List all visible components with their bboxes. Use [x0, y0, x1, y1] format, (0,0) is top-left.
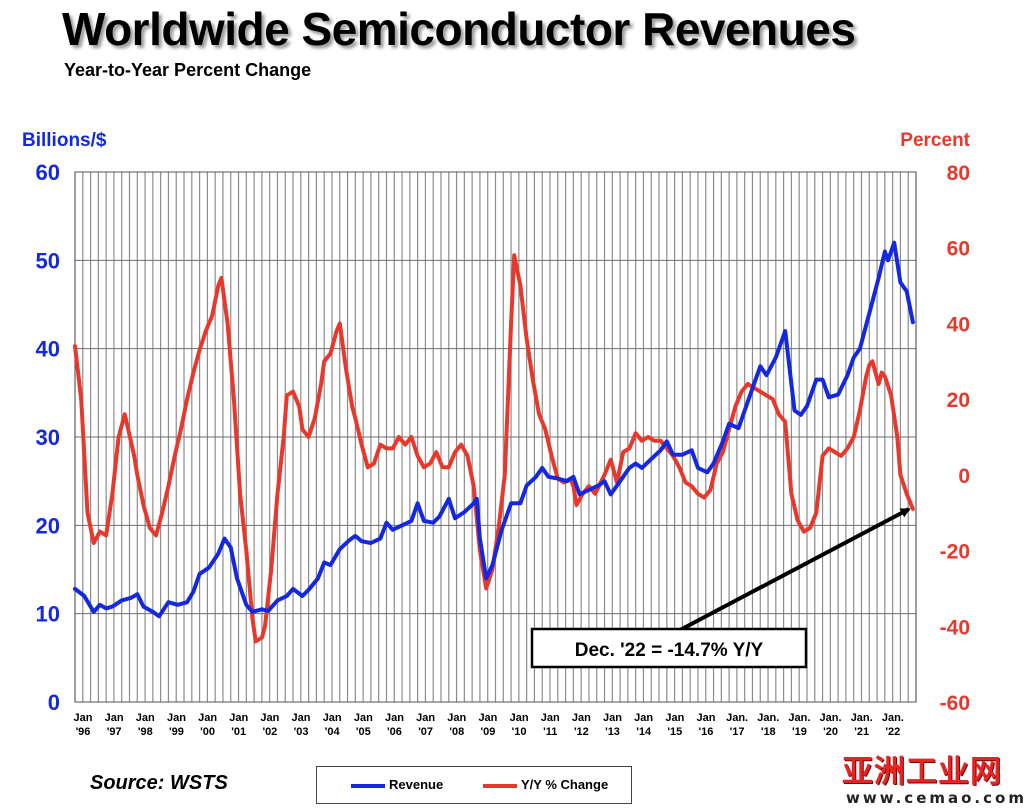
plot-border: [74, 171, 917, 703]
left-axis-title: Billions/$: [22, 130, 107, 151]
x-tick-label-year: '13: [605, 726, 620, 738]
legend: Revenue Y/Y % Change: [316, 766, 632, 804]
chart-title: Worldwide Semiconductor Revenues: [62, 3, 856, 55]
right-tick-label: 80: [947, 162, 970, 185]
x-tick-label: Jan: [634, 712, 653, 724]
x-tick-label: Jan: [198, 712, 217, 724]
right-tick-label: 20: [947, 389, 970, 412]
x-tick-label: Jan: [292, 712, 311, 724]
x-tick-label-year: '21: [854, 726, 869, 738]
x-tick-label: Jan: [478, 712, 497, 724]
legend-item-yoy: Y/Y % Change: [483, 777, 608, 792]
x-tick-label: Jan.: [726, 712, 748, 724]
watermark-line1: 亚洲工业网: [842, 754, 1002, 790]
x-tick-label: Jan.: [851, 712, 873, 724]
axes: Billions/$ Percent6050403020100806040200-…: [22, 130, 971, 738]
series-line-revenue: [73, 240, 915, 619]
grid: [74, 171, 917, 703]
watermark-logo: 亚洲工业网 www.cemao.com: [842, 746, 1024, 807]
x-tick-label: Jan: [510, 712, 529, 724]
x-tick-label-year: '18: [761, 726, 776, 738]
annotation-box: [530, 627, 808, 669]
series: [73, 240, 915, 644]
left-tick-label: 10: [36, 602, 60, 627]
right-tick-label: 40: [947, 313, 970, 336]
x-tick-label: Jan.: [820, 712, 842, 724]
left-tick-label: 0: [48, 690, 60, 715]
annotation-arrow: [679, 507, 911, 632]
x-tick-label-year: '08: [449, 726, 464, 738]
x-tick-label-year: '00: [200, 726, 215, 738]
x-tick-label-year: '20: [823, 726, 838, 738]
x-tick-label: Jan: [260, 712, 279, 724]
x-tick-label-year: '98: [138, 726, 153, 738]
x-tick-label-year: '04: [325, 726, 341, 738]
x-tick-label-year: '11: [543, 726, 557, 738]
watermark-line2: www.cemao.com: [846, 789, 1024, 807]
annotation-text: Dec. '22 = -14.7% Y/Y: [575, 640, 764, 661]
right-tick-label: -20: [940, 541, 970, 564]
x-tick-label: Jan: [136, 712, 155, 724]
x-tick-label-year: '17: [730, 726, 745, 738]
x-tick-label: Jan: [385, 712, 404, 724]
x-tick-label-year: '15: [667, 726, 682, 738]
x-tick-label-year: '96: [76, 726, 91, 738]
x-tick-label: Jan: [416, 712, 435, 724]
legend-swatch-revenue: [351, 783, 385, 788]
x-tick-label-year: '10: [512, 726, 527, 738]
left-tick-label: 30: [36, 425, 60, 450]
left-tick-label: 20: [36, 513, 60, 538]
x-tick-label-year: '16: [699, 726, 714, 738]
x-tick-label-year: '07: [418, 726, 433, 738]
left-tick-label: 40: [36, 337, 60, 362]
x-tick-label-year: '22: [885, 726, 900, 738]
legend-label-yoy: Y/Y % Change: [521, 777, 609, 792]
x-tick-label: Jan: [541, 712, 560, 724]
legend-swatch-yoy: [483, 783, 517, 788]
x-tick-label-year: '14: [636, 726, 652, 738]
legend-item-revenue: Revenue: [351, 777, 443, 792]
x-tick-label-year: '06: [387, 726, 402, 738]
right-tick-label: 60: [947, 238, 970, 261]
x-tick-label: Jan: [105, 712, 124, 724]
left-tick-label: 50: [36, 248, 60, 273]
x-tick-label-year: '99: [169, 726, 184, 738]
x-tick-label: Jan: [229, 712, 248, 724]
right-tick-label: 0: [958, 465, 970, 488]
chart-subtitle: Year-to-Year Percent Change: [64, 60, 312, 80]
x-tick-label: Jan: [603, 712, 622, 724]
right-tick-label: -60: [940, 692, 970, 715]
x-tick-label-year: '05: [356, 726, 371, 738]
x-tick-label: Jan: [696, 712, 715, 724]
x-tick-label-year: '02: [262, 726, 277, 738]
x-tick-label-year: '01: [231, 726, 246, 738]
source-note: Source: WSTS: [90, 772, 228, 794]
legend-label-revenue: Revenue: [389, 777, 444, 792]
x-tick-label: Jan: [447, 712, 466, 724]
x-tick-label-year: '03: [294, 726, 309, 738]
x-tick-label-year: '19: [792, 726, 807, 738]
x-tick-label-year: '97: [107, 726, 122, 738]
x-tick-label: Jan.: [788, 712, 810, 724]
x-tick-label: Jan: [354, 712, 373, 724]
x-tick-label: Jan: [167, 712, 186, 724]
right-axis-title: Percent: [900, 130, 970, 151]
left-tick-label: 60: [36, 160, 60, 185]
x-tick-label: Jan: [74, 712, 93, 724]
x-tick-label: Jan: [665, 712, 684, 724]
x-tick-label: Jan: [572, 712, 591, 724]
x-tick-label: Jan.: [757, 712, 779, 724]
right-tick-label: -40: [940, 616, 970, 639]
x-tick-label: Jan: [323, 712, 342, 724]
x-tick-label-year: '09: [480, 726, 495, 738]
x-tick-label-year: '12: [574, 726, 589, 738]
x-tick-label: Jan.: [882, 712, 904, 724]
annotation: Dec. '22 = -14.7% Y/Y: [530, 507, 911, 669]
